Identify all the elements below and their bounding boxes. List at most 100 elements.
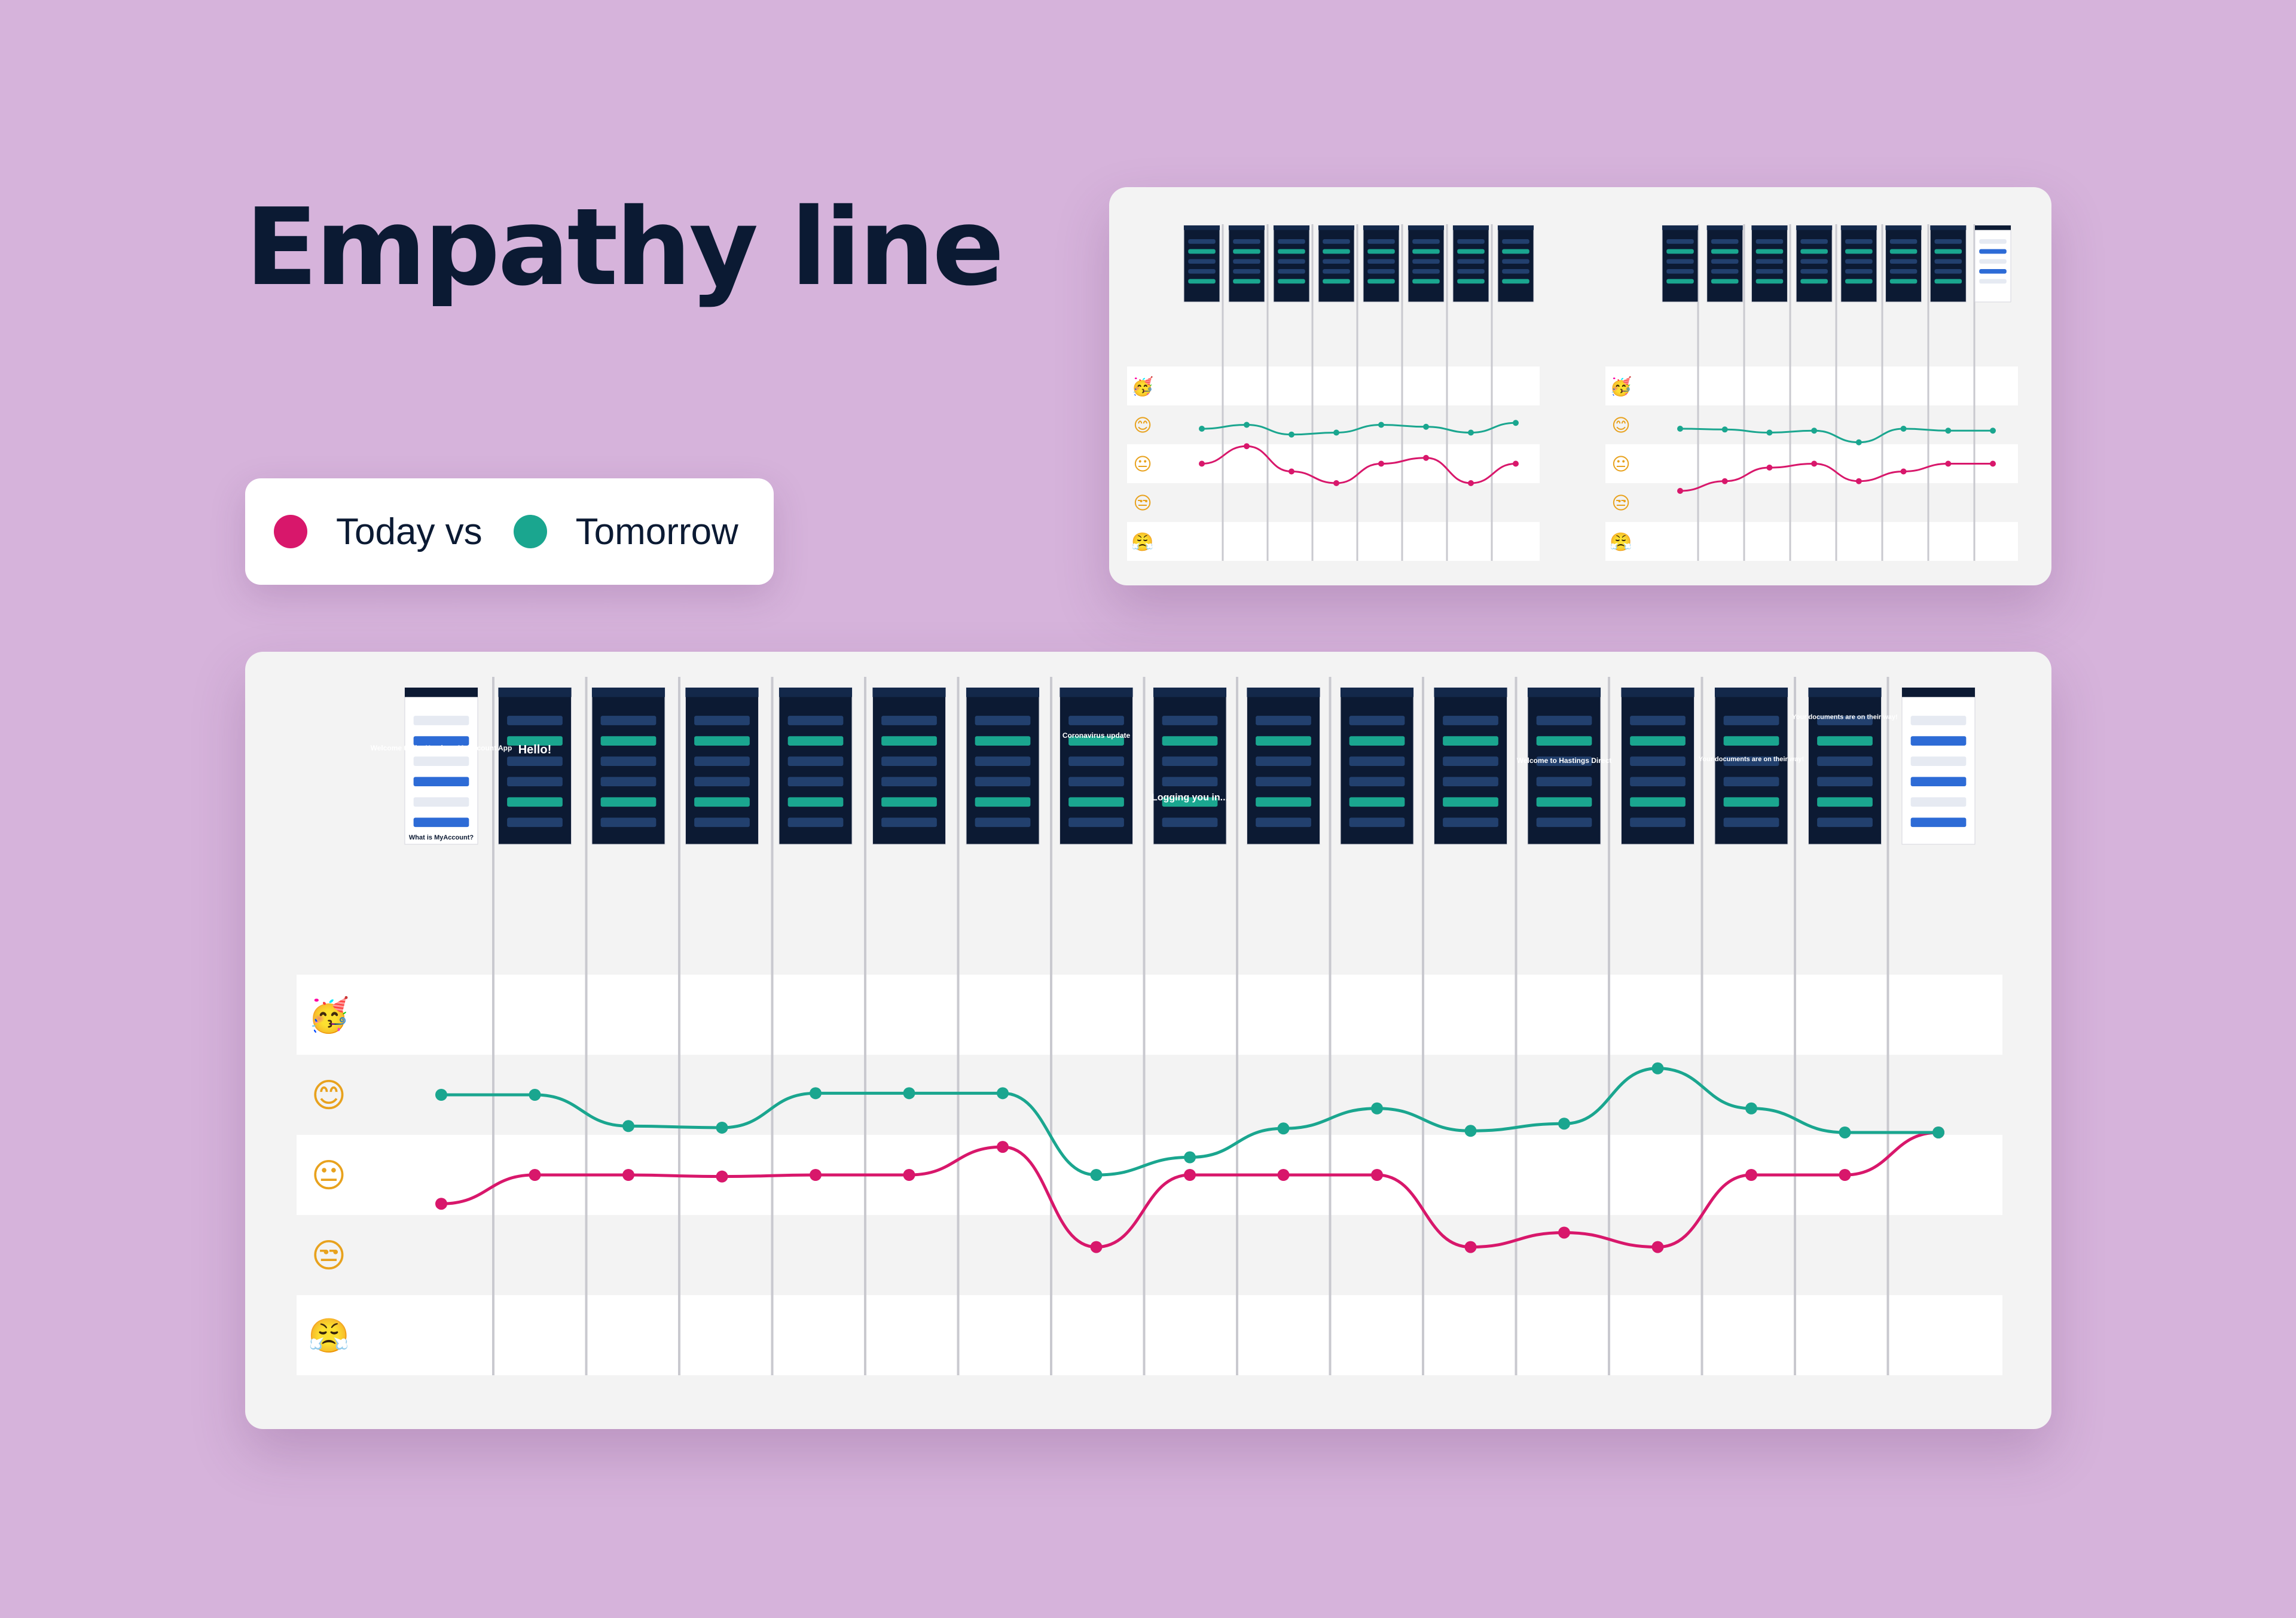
main-screen-block <box>1443 797 1498 807</box>
overview-right-screen-block <box>1934 249 1962 254</box>
main-data-point-tomorrow <box>810 1087 822 1100</box>
overview-left-row-band <box>1127 367 1540 405</box>
main-screen-header <box>1808 688 1882 697</box>
overview-right-screen-block <box>1800 249 1828 254</box>
overview-left-data-point-today <box>1289 468 1294 475</box>
main-screen-block <box>1068 817 1124 828</box>
main-screen-block <box>1817 716 1873 725</box>
main-screen-block <box>881 777 937 787</box>
main-screen-block <box>507 797 563 807</box>
main-screen-header <box>872 688 946 697</box>
main-screen-thumbnail <box>1153 687 1227 845</box>
main-screen-block <box>1817 777 1873 787</box>
screen-headline-text: Coronavirus update <box>1062 731 1131 740</box>
overview-left-screen-block <box>1412 279 1440 284</box>
overview-left-screen-block <box>1367 239 1395 244</box>
overview-left-screen-block <box>1367 268 1395 274</box>
main-screen-thumbnail <box>872 687 946 845</box>
overview-right-row-band <box>1605 367 2018 405</box>
main-screen-thumbnail <box>404 687 478 845</box>
main-data-point-tomorrow <box>1651 1062 1664 1074</box>
overview-right-screen-block <box>1755 239 1784 244</box>
unamused-face-icon: 😒 <box>312 1237 346 1275</box>
overview-right-screen-header <box>1662 225 1698 230</box>
overview-right-screen-block <box>1711 279 1739 284</box>
smiling-face-icon: 😊 <box>1611 415 1630 436</box>
overview-right-screen-header <box>1885 225 1922 230</box>
main-screen-block <box>1630 797 1686 807</box>
overview-right-screen-block <box>1934 239 1962 244</box>
main-screen-block <box>1349 716 1405 725</box>
main-screen-thumbnail <box>591 687 665 845</box>
overview-left-data-point-tomorrow <box>1289 431 1294 438</box>
steam-face-icon: 😤 <box>308 1317 350 1356</box>
main-screen-block <box>787 716 844 725</box>
main-data-point-tomorrow <box>997 1087 1009 1100</box>
legend-label-today: Today vs <box>336 511 483 552</box>
main-screen-thumbnail <box>498 687 572 845</box>
overview-left-screen-thumbnail <box>1452 225 1489 303</box>
main-data-point-tomorrow <box>435 1089 447 1101</box>
main-screen-block <box>507 817 563 828</box>
overview-left-chart: 🥳 😊 😐 😒 😤 <box>1127 224 1540 561</box>
main-screen-thumbnail <box>1808 687 1882 845</box>
main-screen-block <box>413 777 469 787</box>
main-screen-block <box>1443 817 1498 828</box>
main-screen-block <box>1723 797 1779 807</box>
overview-left-screen-block <box>1457 239 1485 244</box>
main-screen-thumbnail <box>1340 687 1414 845</box>
main-screen-block <box>600 817 657 828</box>
main-screen-block <box>1349 756 1405 766</box>
steam-face-icon: 😤 <box>1131 532 1153 552</box>
smiling-face-icon: 😊 <box>312 1076 346 1115</box>
main-screen-block <box>1256 716 1311 725</box>
overview-right-screen-block <box>1666 249 1694 254</box>
overview-right-screen-block <box>1934 268 1962 274</box>
overview-right-screen-block <box>1666 268 1694 274</box>
overview-left-screen-block <box>1233 249 1260 254</box>
main-screen-header <box>685 688 759 697</box>
main-screen-block <box>975 756 1031 766</box>
overview-right-chart: 🥳 😊 😐 😒 😤 <box>1605 224 2018 561</box>
overview-left-screen-block <box>1188 259 1216 264</box>
overview-right-data-point-today <box>1677 488 1683 494</box>
legend-dot-today <box>274 515 307 548</box>
overview-left-screen-block <box>1323 279 1350 284</box>
overview-right-screen-block <box>1845 259 1873 264</box>
overview-left-screen-block <box>1412 239 1440 244</box>
main-screen-block <box>881 797 937 807</box>
overview-right-screen-block <box>1889 249 1918 254</box>
overview-left-screen-header <box>1274 225 1309 230</box>
main-screen-block <box>1910 817 1967 828</box>
main-screen-block <box>600 736 657 746</box>
screen-headline-text: Logging you in... <box>1152 793 1228 803</box>
main-screen-block <box>1443 777 1498 787</box>
screen-headline-text: Your documents are on their way! <box>1792 713 1897 721</box>
main-screen-block <box>1910 736 1967 746</box>
main-data-point-today <box>1184 1169 1196 1181</box>
main-screen-block <box>1256 817 1311 828</box>
main-screen-block <box>1256 736 1311 746</box>
overview-right-screen-thumbnail <box>1796 225 1833 303</box>
overview-left-screen-thumbnail <box>1228 225 1265 303</box>
main-data-point-tomorrow <box>529 1089 541 1101</box>
main-screen-header <box>498 688 572 697</box>
main-screen-block <box>600 777 657 787</box>
overview-right-screen-block <box>1979 239 2007 244</box>
overview-left-screen-block <box>1278 279 1305 284</box>
main-screen-block <box>507 777 563 787</box>
main-screen-thumbnail <box>1901 687 1976 845</box>
main-data-point-today <box>1558 1226 1570 1239</box>
screen-headline-text: Welcome to Hastings Direct <box>1517 756 1611 765</box>
legend-dot-tomorrow <box>513 515 547 548</box>
main-data-point-tomorrow <box>1184 1151 1196 1164</box>
overview-left-series-line-tomorrow <box>1201 422 1517 436</box>
legend-label-tomorrow: Tomorrow <box>575 511 738 552</box>
overview-right-screen-block <box>1800 268 1828 274</box>
main-data-point-tomorrow <box>1277 1122 1290 1135</box>
main-screen-block <box>881 817 937 828</box>
main-screen-block <box>1630 756 1686 766</box>
overview-left-data-point-today <box>1513 460 1519 467</box>
steam-face-icon: 😤 <box>1610 532 1632 552</box>
main-screen-block <box>1536 817 1592 828</box>
